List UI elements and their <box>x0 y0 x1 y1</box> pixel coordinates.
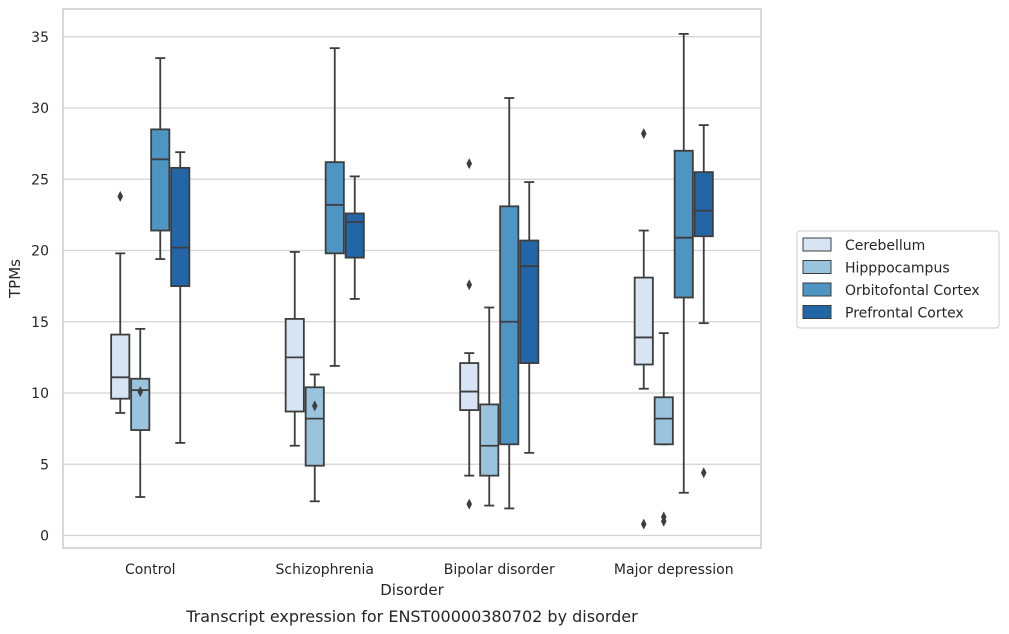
outlier-point <box>640 518 647 530</box>
y-tick-label: 0 <box>40 529 49 545</box>
legend-label: Cerebellum <box>845 238 925 254</box>
box-iqr <box>284 317 305 413</box>
legend-swatch <box>802 282 832 297</box>
box-hipppocampus <box>479 306 500 507</box>
box-iqr <box>673 149 694 299</box>
x-axis-label: Disorder <box>380 581 444 599</box>
box-orbitofontal-cortex <box>499 97 520 510</box>
box-iqr <box>324 161 345 255</box>
outlier-point <box>640 128 647 140</box>
x-tick-label: Major depression <box>614 562 734 578</box>
outlier-point <box>117 190 124 202</box>
legend-label: Orbitofontal Cortex <box>845 283 980 299</box>
legend-swatch <box>802 260 832 274</box>
box-iqr <box>519 239 540 364</box>
box-iqr <box>633 276 654 366</box>
box-hipppocampus <box>304 373 325 503</box>
y-tick-label: 10 <box>31 386 49 402</box>
box-cerebellum <box>110 190 131 414</box>
x-tick-label: Schizophrenia <box>276 562 374 578</box>
y-tick-label: 35 <box>31 30 49 46</box>
y-tick-label: 25 <box>31 172 49 188</box>
x-axis-ticks: Control Schizophrenia Bipolar disorder Majo… <box>125 562 734 578</box>
box-iqr <box>344 212 365 259</box>
box-cerebellum <box>633 128 654 530</box>
box-iqr <box>479 403 500 477</box>
plot-frame <box>62 8 762 549</box>
box-iqr <box>693 171 714 238</box>
outlier-point <box>660 515 667 527</box>
x-tick-label: Bipolar disorder <box>444 562 555 578</box>
y-tick-label: 30 <box>31 101 49 117</box>
x-tick-label: Control <box>125 562 176 578</box>
box-prefrontal-cortex <box>344 175 365 300</box>
box-orbitofontal-cortex <box>673 33 694 494</box>
legend: Cerebellum Hipppocampus Orbitofontal Corte… <box>796 230 1000 329</box>
y-tick-label: 20 <box>31 244 49 260</box>
box-prefrontal-cortex <box>519 181 540 454</box>
box-iqr <box>150 128 171 232</box>
y-axis-ticks: 0 5 10 15 20 25 30 35 <box>31 30 49 545</box>
box-series <box>110 33 714 530</box>
box-cerebellum <box>284 251 305 447</box>
legend-swatch <box>802 237 832 252</box>
box-prefrontal-cortex <box>170 151 191 444</box>
box-hipppocampus <box>653 332 674 527</box>
gridlines <box>63 36 761 537</box>
legend-swatch <box>802 305 832 319</box>
box-iqr <box>304 386 325 467</box>
y-tick-label: 15 <box>31 315 49 331</box>
y-axis-label: TPMs <box>6 259 24 299</box>
box-iqr <box>110 333 131 400</box>
outlier-point <box>137 386 144 398</box>
legend-frame <box>796 230 1000 329</box>
outlier-point <box>311 400 318 412</box>
box-cerebellum <box>459 158 480 510</box>
box-iqr <box>170 166 191 288</box>
legend-label: Prefrontal Cortex <box>845 306 964 322</box>
chart-caption: Transcript expression for ENST0000038070… <box>185 607 638 626</box>
box-hipppocampus <box>130 327 151 498</box>
outlier-point <box>466 498 473 510</box>
box-prefrontal-cortex <box>693 124 714 479</box>
outlier-point <box>466 158 473 170</box>
legend-label: Hipppocampus <box>845 261 950 277</box>
box-orbitofontal-cortex <box>150 57 171 260</box>
box-orbitofontal-cortex <box>324 47 345 367</box>
y-tick-label: 5 <box>40 457 49 473</box>
box-iqr <box>499 205 520 446</box>
outlier-point <box>700 467 707 479</box>
box-iqr <box>130 377 151 431</box>
outlier-point <box>466 279 473 291</box>
box-iqr <box>459 362 480 412</box>
box-iqr <box>653 396 674 446</box>
